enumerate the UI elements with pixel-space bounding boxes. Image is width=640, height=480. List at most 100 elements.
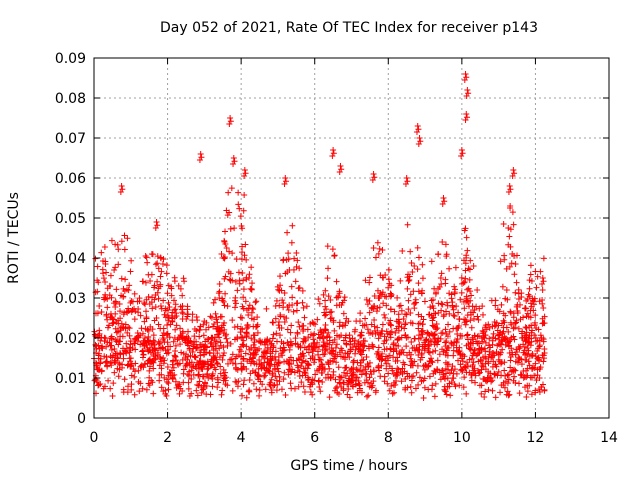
data-point [137, 312, 144, 319]
data-point [532, 360, 539, 367]
data-point [268, 389, 275, 396]
data-point [271, 353, 278, 360]
data-point [329, 246, 336, 253]
data-point [375, 344, 382, 351]
data-point [248, 335, 255, 342]
data-point [177, 341, 184, 348]
data-point [457, 332, 464, 339]
data-point [377, 331, 384, 338]
data-point [372, 387, 379, 394]
data-point [191, 333, 198, 340]
data-point [336, 169, 343, 175]
data-point [395, 366, 402, 373]
chart-title: Day 052 of 2021, Rate Of TEC Index for r… [160, 20, 538, 36]
data-point [147, 323, 154, 330]
data-point [210, 352, 217, 359]
data-point [325, 374, 332, 381]
data-point [462, 117, 469, 123]
data-point [123, 308, 130, 315]
data-point [293, 357, 300, 364]
data-point [178, 306, 185, 313]
data-point [347, 338, 354, 345]
data-point [466, 303, 473, 310]
data-point [103, 311, 110, 318]
data-point [205, 336, 212, 343]
data-point [242, 298, 249, 305]
data-point [420, 394, 427, 401]
data-point [465, 299, 472, 306]
data-point [226, 356, 233, 363]
data-point [528, 365, 535, 372]
data-point [337, 380, 344, 387]
data-point [172, 326, 179, 333]
data-point [483, 326, 490, 333]
data-point [366, 309, 373, 316]
data-point [423, 363, 430, 370]
data-point [443, 253, 450, 260]
data-point [161, 357, 168, 364]
y-tick-labels: 0 0.01 0.02 0.03 0.04 0.05 0.06 0.07 0.08 0.09 [55, 51, 86, 427]
data-point [439, 239, 446, 246]
data-point [512, 261, 519, 268]
data-point [439, 201, 446, 207]
data-point [154, 289, 161, 296]
data-point [193, 313, 200, 320]
data-point [152, 261, 159, 268]
data-point [254, 314, 261, 321]
data-point [187, 352, 194, 359]
data-point [396, 335, 403, 342]
data-point [97, 337, 104, 344]
data-point [141, 343, 148, 350]
data-point [341, 369, 348, 376]
data-point [160, 297, 167, 304]
data-point [445, 361, 452, 368]
data-point [408, 259, 415, 266]
data-point [438, 300, 445, 307]
data-point [112, 303, 119, 310]
data-point [287, 338, 294, 345]
data-point [398, 307, 405, 314]
data-point [274, 338, 281, 345]
data-point [223, 244, 230, 251]
data-point [192, 354, 199, 361]
data-point [116, 300, 123, 307]
data-point [285, 371, 292, 378]
data-point [100, 270, 107, 277]
data-point [120, 350, 127, 357]
data-point [150, 332, 157, 339]
data-point [247, 285, 254, 292]
data-point [539, 352, 546, 359]
data-point [239, 243, 246, 250]
data-point [321, 343, 328, 350]
data-point [196, 327, 203, 334]
data-point [266, 368, 273, 375]
data-point [246, 387, 253, 394]
data-point [459, 358, 466, 365]
data-point [442, 326, 449, 333]
data-point [317, 327, 324, 334]
data-point [375, 335, 382, 342]
data-point [184, 306, 191, 313]
data-point [380, 300, 387, 307]
data-point [254, 321, 261, 328]
data-point [328, 345, 335, 352]
data-point [457, 361, 464, 368]
data-point [341, 364, 348, 371]
data-point [261, 373, 268, 380]
data-point [441, 386, 448, 393]
data-point [160, 330, 167, 337]
data-point [433, 321, 440, 328]
data-point [222, 381, 229, 388]
data-point [476, 340, 483, 347]
data-point [198, 389, 205, 396]
data-point [295, 285, 302, 292]
data-point [425, 330, 432, 337]
data-point [214, 384, 221, 391]
data-point [539, 286, 546, 293]
data-point [237, 213, 244, 220]
data-point [156, 362, 163, 369]
data-point [294, 330, 301, 337]
data-point [198, 347, 205, 354]
data-point [256, 361, 263, 368]
